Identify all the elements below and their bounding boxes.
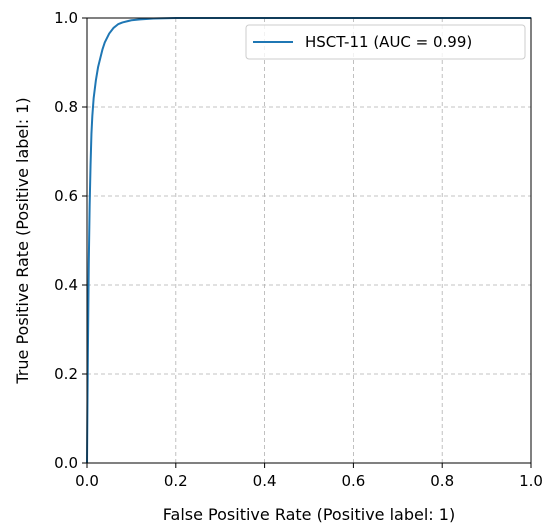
y-axis-label: True Positive Rate (Positive label: 1) <box>13 97 32 384</box>
x-axis-label: False Positive Rate (Positive label: 1) <box>163 505 455 524</box>
legend-series-label: HSCT-11 (AUC = 0.99) <box>305 33 472 51</box>
ticks: 0.0 0.2 0.4 0.6 0.8 1.0 0.0 0.2 0.4 0.6 0.8 1.0 <box>54 9 543 490</box>
y-tick-label: 1.0 <box>54 9 78 27</box>
y-tick-label: 0.8 <box>54 98 78 116</box>
y-tick-label: 0.6 <box>54 187 78 205</box>
x-tick-label: 1.0 <box>519 472 543 490</box>
x-tick-label: 0.0 <box>75 472 99 490</box>
legend: HSCT-11 (AUC = 0.99) <box>245 24 526 60</box>
x-tick-label: 0.4 <box>253 472 277 490</box>
x-tick-label: 0.6 <box>341 472 365 490</box>
y-tick-label: 0.2 <box>54 365 78 383</box>
x-tick-label: 0.2 <box>164 472 188 490</box>
y-tick-label: 0.0 <box>54 454 78 472</box>
plot-frame <box>86 17 532 464</box>
x-tick-label: 0.8 <box>430 472 454 490</box>
legend-box <box>245 24 526 60</box>
y-tick-label: 0.4 <box>54 276 78 294</box>
